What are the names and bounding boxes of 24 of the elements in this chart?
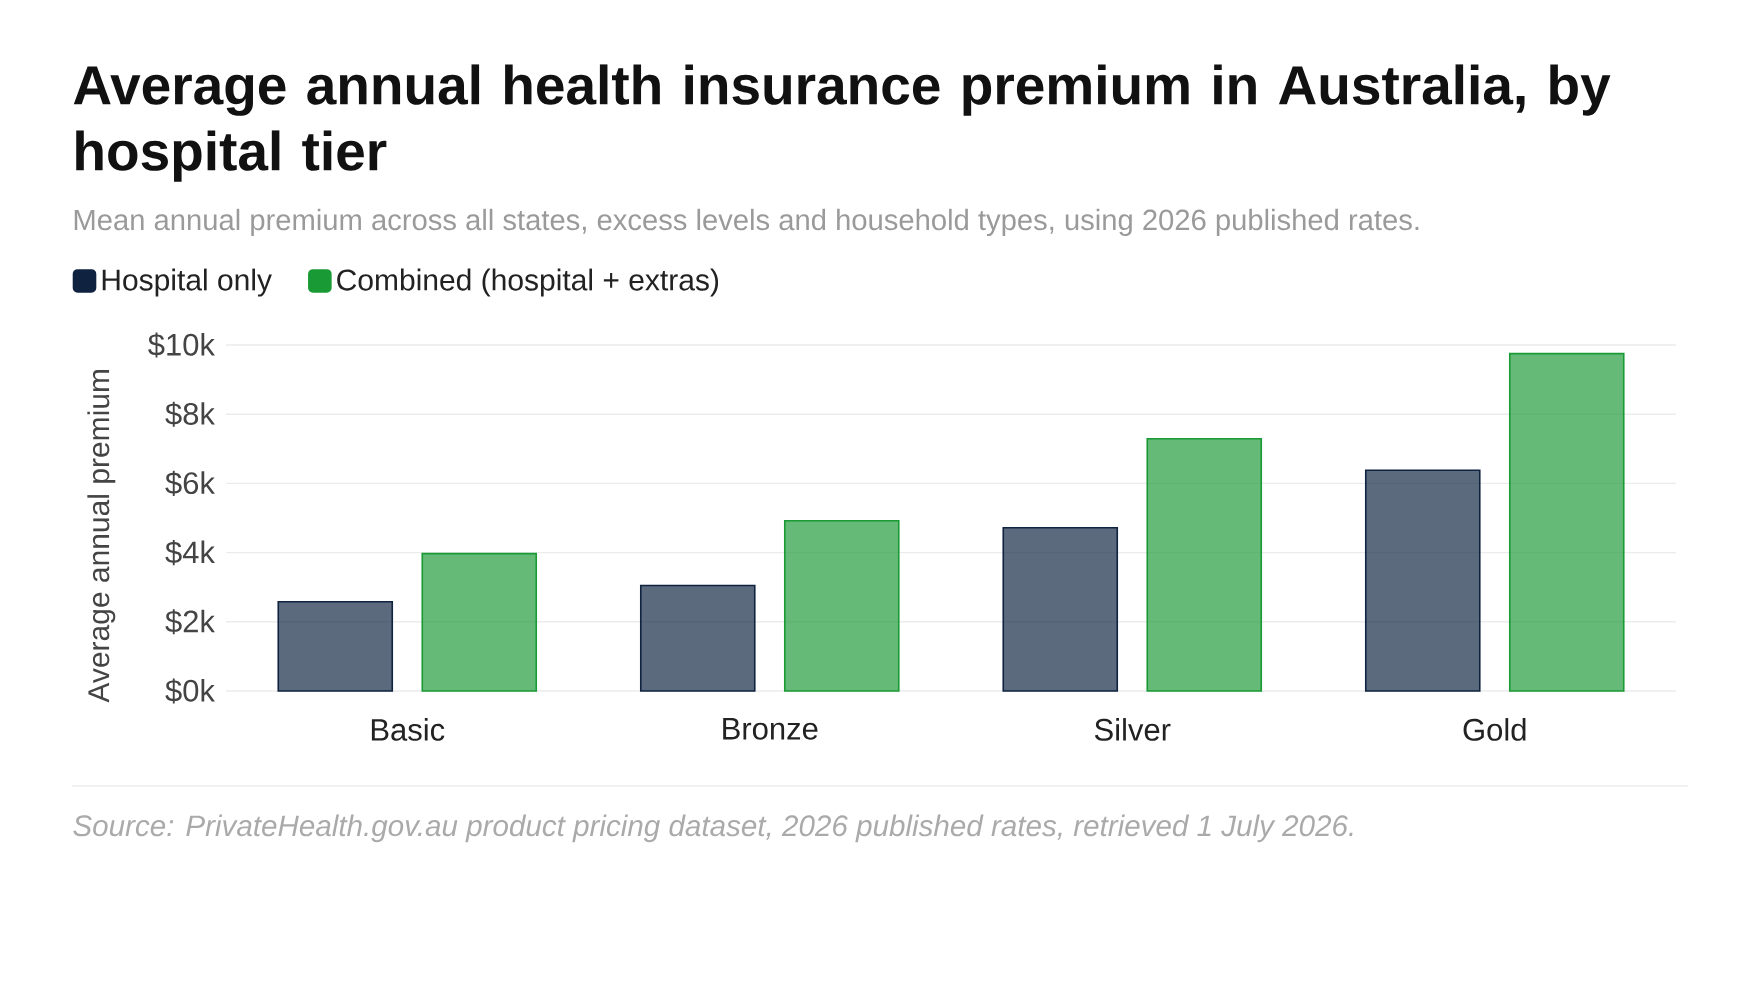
y-axis-title: Average annual premium xyxy=(87,370,116,703)
bar xyxy=(1508,352,1625,692)
legend-label: Hospital only xyxy=(102,268,272,297)
chart-title: Average annual health insurance premium in Australia, by hospital tier xyxy=(73,64,1611,182)
x-tick-label: Silver xyxy=(1094,718,1171,741)
x-tick-label: Gold xyxy=(1463,718,1526,741)
y-tick-label: $6k xyxy=(165,470,215,496)
bar xyxy=(1364,469,1481,692)
bar xyxy=(277,600,394,692)
y-tick-label: $2k xyxy=(165,609,215,635)
y-tick-label: $8k xyxy=(165,401,215,427)
x-tick-label: Bronze xyxy=(723,718,818,740)
bar xyxy=(639,584,756,692)
bar xyxy=(1146,437,1263,692)
x-tick-label: Basic xyxy=(371,718,445,741)
bar xyxy=(421,552,538,692)
legend-label: Combined (hospital + extras) xyxy=(337,268,719,297)
y-tick-label: $4k xyxy=(165,540,215,566)
source-note: Source: PrivateHealth.gov.au product pricing dataset, 2026 published rates, retrieved 1 July 2026. xyxy=(73,814,1353,843)
bar xyxy=(783,519,900,692)
y-tick-label: $10k xyxy=(148,332,215,358)
chart-subtitle: Mean annual premium across all states, excess levels and household types, using 2026 published rates. xyxy=(74,208,1419,237)
y-tick-label: $0k xyxy=(165,678,215,704)
bar xyxy=(1002,526,1119,692)
